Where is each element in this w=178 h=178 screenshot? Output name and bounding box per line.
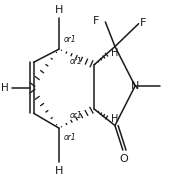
Text: or1: or1 [63,133,76,142]
Text: F: F [93,16,99,26]
Text: or1: or1 [70,111,83,121]
Text: H: H [1,83,9,93]
Text: H: H [55,166,63,176]
Text: O: O [119,155,128,164]
Text: N: N [131,81,139,91]
Text: or1: or1 [70,57,83,66]
Text: H: H [111,114,119,124]
Text: or1: or1 [63,35,76,44]
Text: F: F [140,18,147,28]
Text: H: H [55,5,63,15]
Text: H: H [111,48,119,58]
